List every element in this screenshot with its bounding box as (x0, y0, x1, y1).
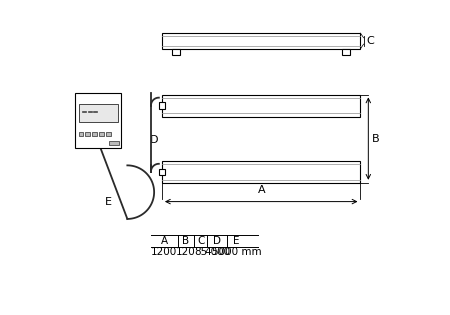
Text: 4000: 4000 (204, 247, 230, 257)
Text: A: A (257, 185, 265, 195)
Polygon shape (76, 93, 121, 148)
Polygon shape (162, 33, 360, 49)
Polygon shape (342, 49, 350, 55)
Text: D: D (213, 236, 221, 246)
Polygon shape (79, 132, 83, 136)
Text: 120: 120 (176, 247, 196, 257)
Polygon shape (99, 132, 104, 136)
Text: C: C (367, 36, 374, 46)
Text: A: A (161, 236, 168, 246)
Polygon shape (159, 169, 165, 175)
Polygon shape (162, 94, 360, 117)
Text: 85: 85 (194, 247, 207, 257)
Polygon shape (109, 141, 118, 145)
Polygon shape (92, 132, 97, 136)
Text: B: B (372, 134, 380, 144)
Polygon shape (106, 132, 111, 136)
Text: 1200: 1200 (151, 247, 177, 257)
Text: E: E (105, 197, 112, 207)
Polygon shape (162, 161, 360, 183)
Polygon shape (79, 104, 118, 122)
Text: B: B (182, 236, 189, 246)
Text: D: D (150, 135, 158, 145)
Polygon shape (159, 102, 165, 109)
Polygon shape (172, 49, 180, 55)
Polygon shape (86, 132, 90, 136)
Text: C: C (197, 236, 204, 246)
Text: 5000 mm: 5000 mm (212, 247, 261, 257)
Text: E: E (233, 236, 239, 246)
